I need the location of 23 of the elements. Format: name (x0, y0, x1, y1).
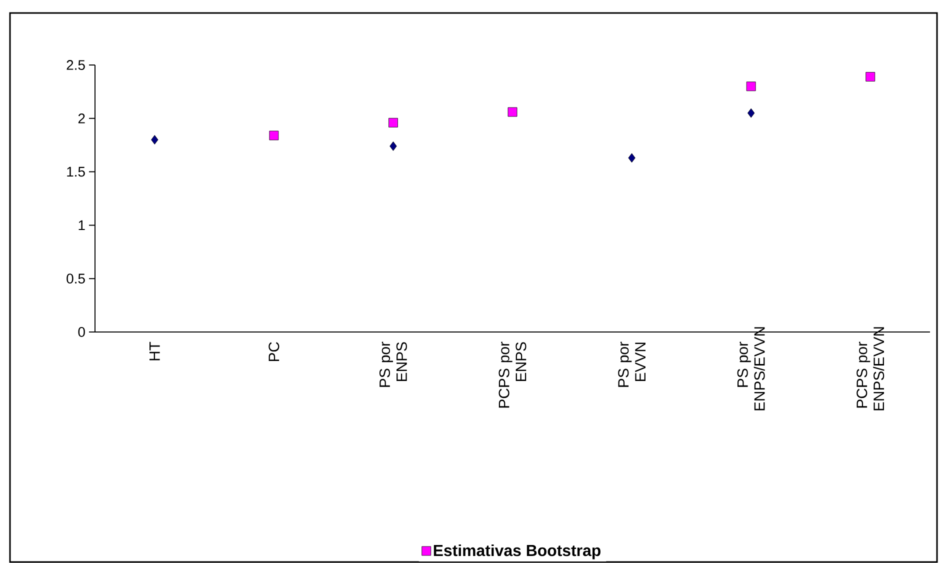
x-tick-label: HT (150, 342, 160, 360)
y-tick-label: 0.5 (66, 274, 85, 284)
point (151, 135, 158, 144)
y-tick-label: 1.5 (67, 166, 85, 177)
point (748, 108, 755, 118)
y-tick-label: 2 (78, 114, 85, 124)
x-tick-label: PS por ENPS/EVVN (737, 327, 765, 410)
x-tick-label: PS por ENPS (379, 342, 407, 387)
legend-label: Estimativas Bootstrap (434, 544, 600, 560)
point (508, 107, 518, 117)
point (269, 130, 279, 140)
y-tick-label: 1 (78, 220, 85, 230)
x-tick-label: PCPS por ENPS/EVVN (856, 327, 884, 410)
y-tick-label: 2.5 (66, 60, 85, 70)
point (746, 82, 756, 92)
point (628, 153, 636, 163)
y-tick-label: 0 (78, 327, 85, 337)
point (388, 118, 398, 128)
point (866, 72, 876, 82)
x-tick-label: PS por EVVN (618, 342, 646, 387)
x-tick-label: PCPS por ENPS (498, 342, 526, 408)
x-tick-label: PC (268, 342, 280, 362)
point (390, 141, 397, 151)
